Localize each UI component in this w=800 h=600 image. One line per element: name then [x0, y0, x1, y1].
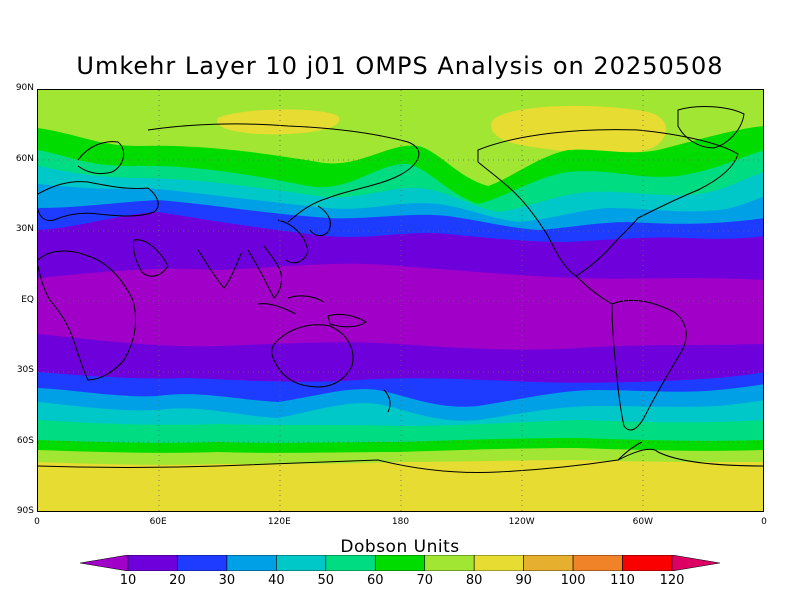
lon-label: 180	[391, 517, 410, 527]
coast-se-asia	[247, 245, 282, 299]
lon-label: 120W	[508, 517, 535, 527]
coast-japan	[309, 205, 331, 237]
colorbar-swatch	[325, 555, 376, 571]
coast-north-america	[477, 129, 739, 277]
coast-arabia	[133, 239, 169, 277]
lon-label: 60E	[149, 517, 167, 527]
coast-new-guinea	[327, 313, 367, 328]
map-title: Umkehr Layer 10 j01 OMPS Analysis on 202…	[76, 52, 724, 80]
coast-china	[277, 219, 309, 264]
colorbar-label: 80	[465, 573, 483, 588]
colorbar-swatch	[473, 555, 524, 571]
coast-indonesia-1	[257, 303, 297, 315]
north-yellow-blob-1	[217, 109, 340, 135]
colorbar-swatch	[572, 555, 623, 571]
colorbar-swatch	[177, 555, 228, 571]
coast-south-america	[611, 299, 687, 431]
coast-africa	[38, 250, 137, 381]
colorbar-swatch	[424, 555, 475, 571]
colorbar-swatch	[622, 555, 673, 571]
coastlines	[38, 106, 763, 473]
colorbar	[80, 555, 720, 571]
lat-label: 60S	[16, 435, 34, 446]
north-yellow-blob-2	[491, 105, 667, 154]
south-yellow-band	[38, 460, 763, 511]
ozone-field	[38, 90, 763, 511]
colorbar-swatch	[226, 555, 277, 571]
coast-antarctic-peninsula	[617, 441, 643, 461]
colorbar-label: 40	[268, 573, 285, 588]
colorbar-label: 110	[610, 573, 635, 588]
colorbar-label: 10	[119, 573, 137, 588]
coast-central-america	[575, 275, 613, 305]
colorbar-label: 50	[317, 573, 335, 588]
colorbar-label: 100	[560, 573, 586, 588]
colorbar-label: 70	[416, 573, 433, 588]
graticule	[38, 90, 763, 511]
lat-label: 30N	[15, 224, 34, 234]
lat-label: 60N	[15, 153, 34, 164]
coast-scandinavia	[77, 141, 125, 175]
coast-asia-north	[147, 123, 420, 223]
colorbar-swatch	[276, 555, 327, 571]
coast-europe	[38, 181, 159, 221]
colorbar-swatch	[374, 555, 426, 571]
coast-australia	[271, 324, 354, 388]
coast-antarctica	[38, 448, 763, 473]
ozone-map	[37, 89, 764, 512]
colorbar-label: 30	[218, 573, 236, 588]
colorbar-label: 20	[169, 573, 186, 588]
colorbar-swatch	[523, 555, 574, 571]
colorbar-label: 90	[515, 573, 532, 588]
lon-label: 120E	[267, 517, 291, 527]
lat-label: 90N	[15, 83, 34, 93]
colorbar-title: Dobson Units	[340, 537, 460, 557]
colorbar-high-arrow	[671, 555, 720, 571]
colorbar-swatch	[127, 555, 178, 571]
coast-indonesia-2	[287, 295, 325, 303]
lat-label: 30S	[16, 365, 34, 375]
colorbar-label: 60	[366, 573, 384, 588]
colorbar-label: 120	[659, 573, 685, 588]
coast-new-zealand	[383, 389, 391, 413]
lon-label: 60W	[632, 517, 654, 527]
lon-label: 0	[34, 517, 40, 527]
colorbar-low-arrow	[80, 555, 129, 571]
coast-india	[197, 249, 243, 289]
lon-label: 0	[761, 517, 767, 527]
coast-greenland	[677, 106, 745, 149]
lat-label: 90S	[16, 506, 34, 516]
lat-label: EQ	[21, 294, 34, 305]
